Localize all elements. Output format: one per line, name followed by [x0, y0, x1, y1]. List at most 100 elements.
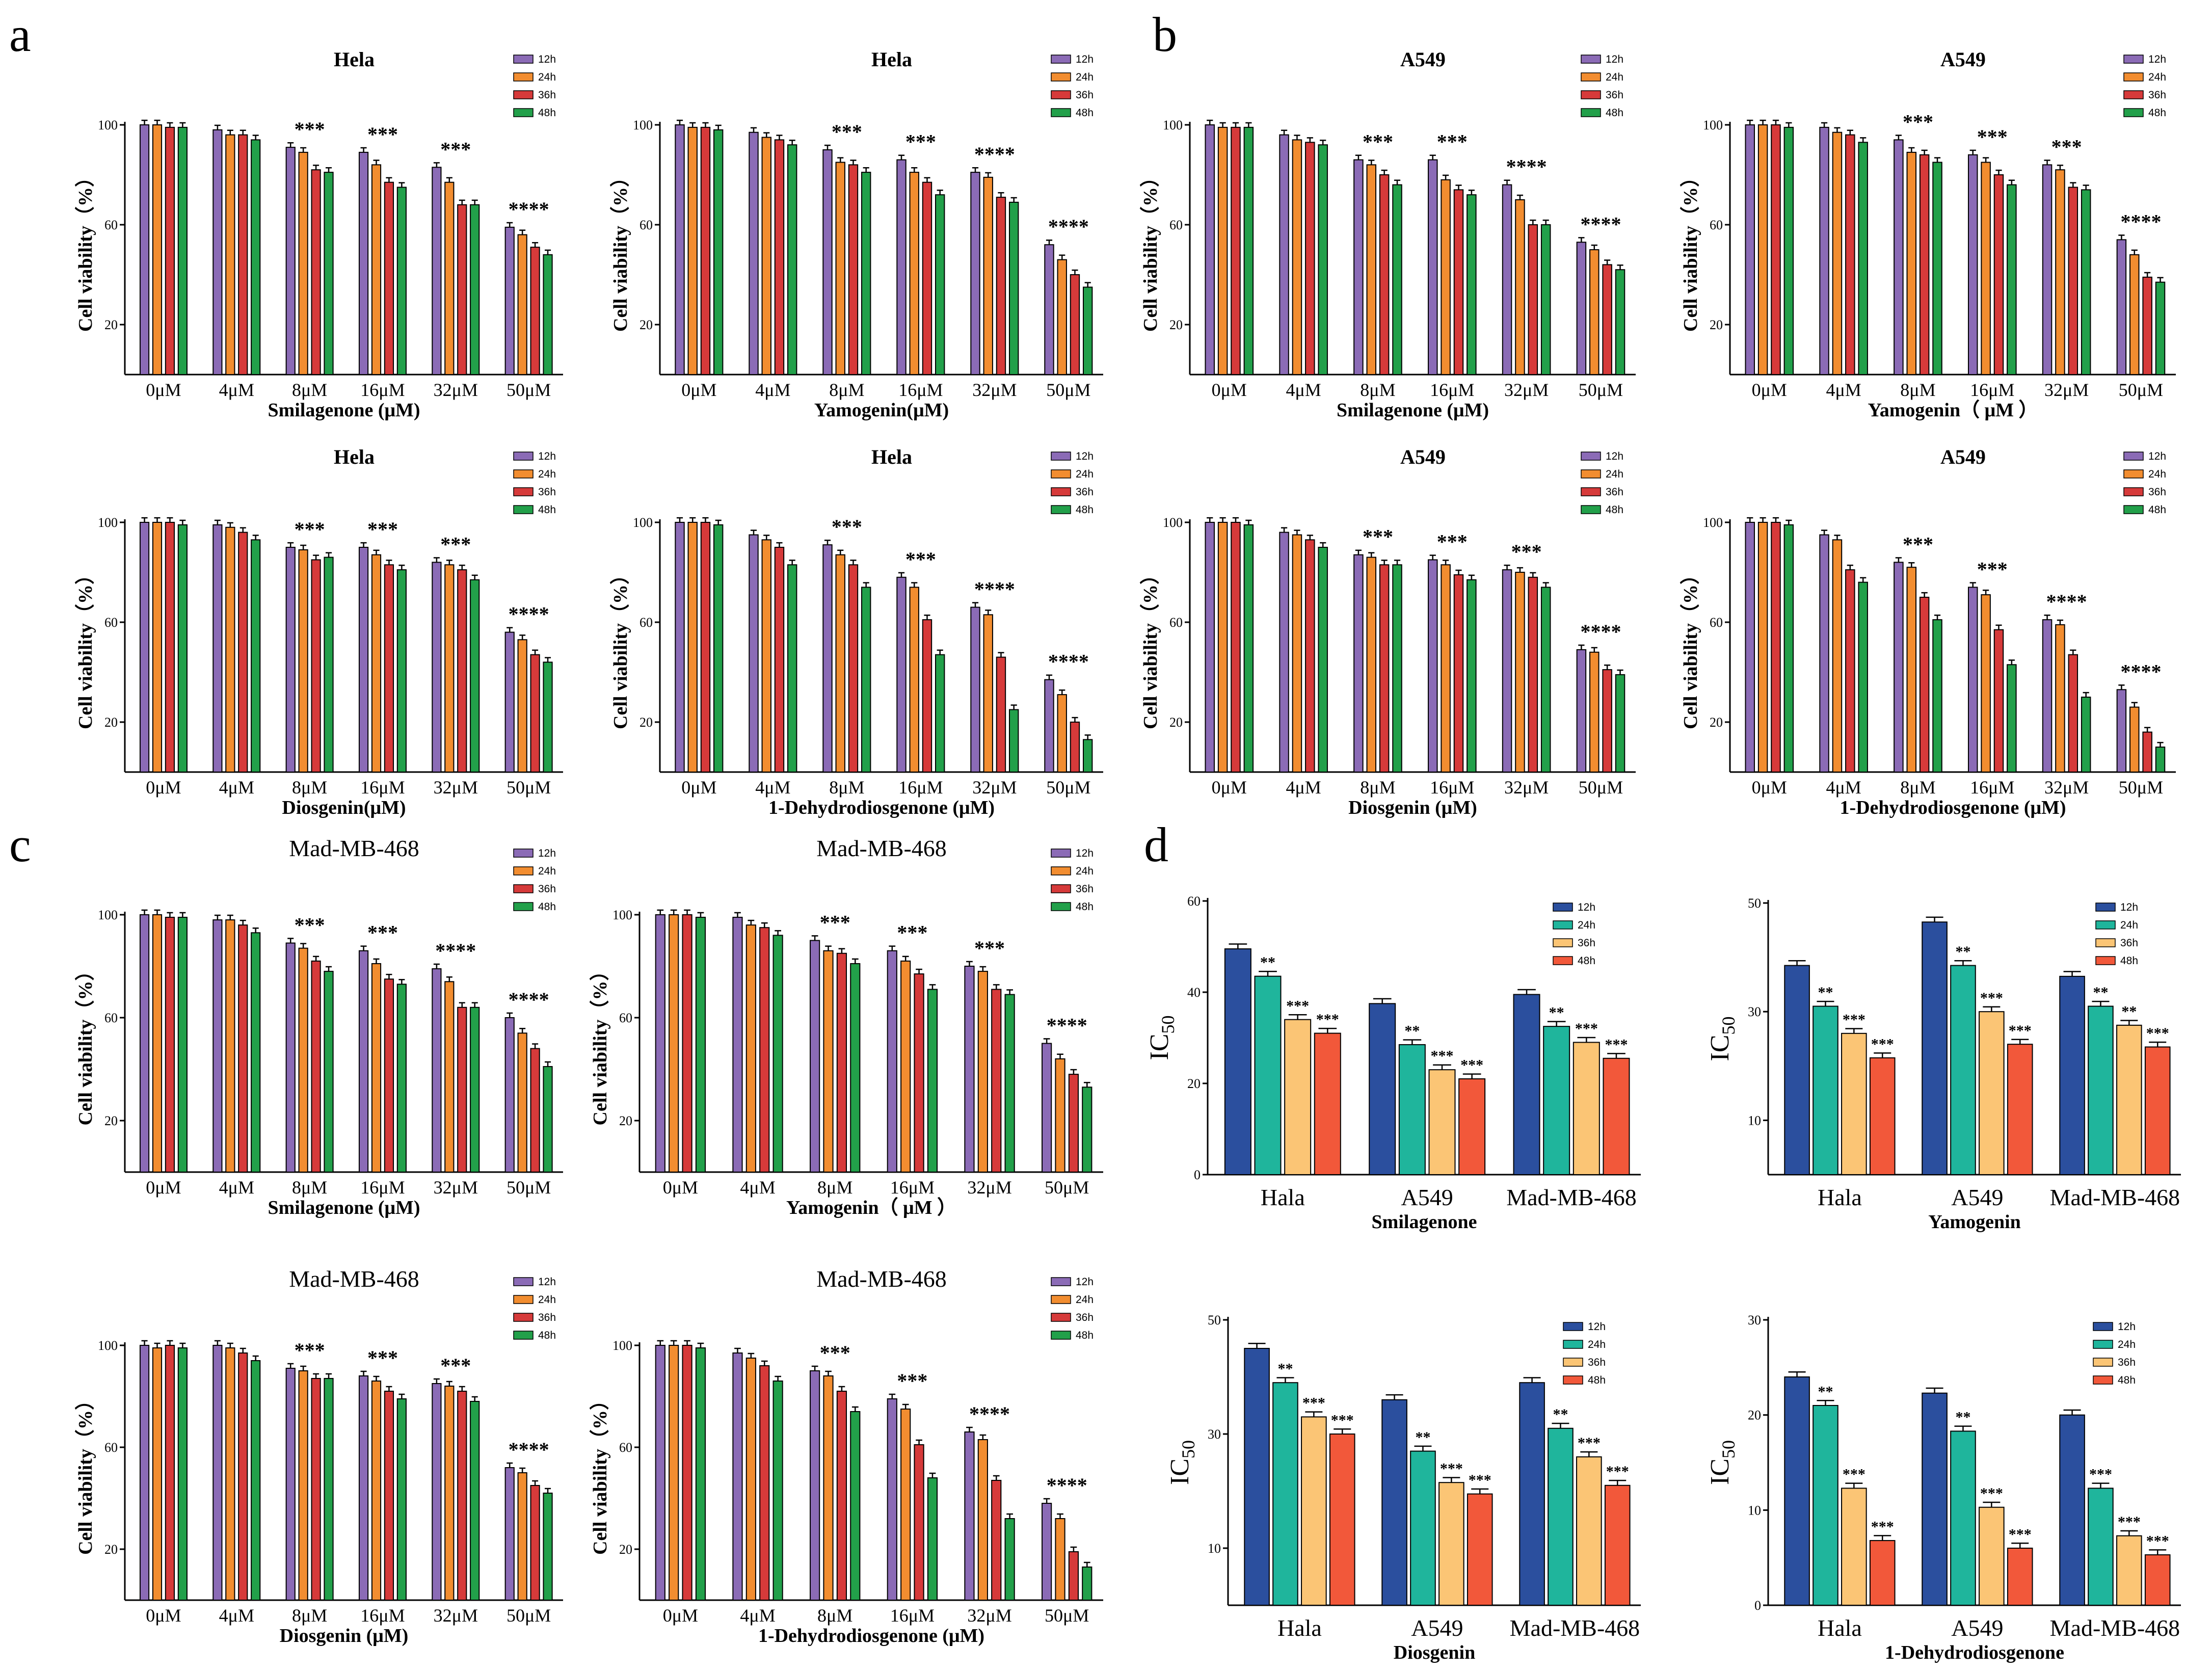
- legend-label: 36h: [2148, 89, 2166, 101]
- bar-c2-8μM-24h: [823, 950, 834, 1173]
- x-tick-label: 4μM: [1286, 777, 1321, 798]
- legend-swatch: [2093, 1340, 2113, 1349]
- significance-label: ***: [440, 138, 471, 161]
- legend-swatch: [2123, 487, 2144, 496]
- bar-a3-0μM-36h: [165, 522, 175, 773]
- x-tick-label: 0μM: [663, 1177, 698, 1198]
- y-tick-label: 20: [1710, 715, 1723, 730]
- significance-label: ****: [1580, 213, 1621, 235]
- significance-label: ***: [905, 130, 936, 153]
- chart-title: Hela: [871, 48, 912, 71]
- bar-d1-A549-12h: [1369, 1003, 1396, 1175]
- significance-label: ****: [509, 988, 549, 1011]
- panel-letter-a: a: [9, 7, 31, 62]
- x-tick-label: 50μM: [507, 380, 551, 400]
- legend-label: 48h: [1588, 1374, 1606, 1386]
- panel-letter-b: b: [1153, 7, 1177, 62]
- x-tick-label: 4μM: [219, 777, 254, 798]
- bar-b4-8μM-36h: [1919, 597, 1930, 773]
- x-tick-label: Mad-MB-468: [1510, 1615, 1640, 1641]
- bar-d4-A549-24h: [1950, 1430, 1976, 1606]
- bar-a1-4μM-48h: [251, 139, 261, 375]
- bar-a4-32μM-24h: [983, 614, 993, 773]
- bar-a2-0μM-36h: [700, 126, 711, 375]
- significance-label: ***: [1843, 1011, 1865, 1028]
- legend-swatch: [2123, 90, 2144, 99]
- bar-a3-8μM-48h: [324, 556, 334, 773]
- legend-swatch: [1051, 884, 1071, 893]
- x-tick-label: 4μM: [755, 380, 790, 400]
- bar-c4-4μM-48h: [772, 1381, 783, 1601]
- bar-c2-8μM-12h: [810, 940, 820, 1173]
- legend-swatch: [2095, 920, 2116, 930]
- chart-b1: 20 60 100 0μM 4μM *** 8μM *** 16μM **** 32μM **** 50…: [1140, 48, 1636, 421]
- bar-d4-Hala-12h: [1784, 1376, 1810, 1606]
- significance-label: ***: [1286, 997, 1309, 1014]
- bar-a1-8μM-24h: [298, 151, 308, 375]
- bar-d3-A549-36h: [1438, 1482, 1464, 1606]
- bar-b4-0μM-48h: [1783, 524, 1794, 773]
- x-tick-label: 50μM: [2119, 380, 2163, 400]
- legend-label: 24h: [1578, 919, 1595, 931]
- chart-d3: 103050********Hala********A549********Ma…: [1165, 1313, 1641, 1663]
- legend-label: 12h: [1076, 847, 1094, 859]
- bar-c1-8μM-12h: [285, 942, 296, 1173]
- significance-label: ***: [2089, 1466, 2112, 1483]
- bar-b3-0μM-24h: [1217, 522, 1228, 773]
- y-tick-label: 20: [619, 1113, 632, 1128]
- chart-title: Hela: [334, 445, 375, 468]
- bar-a2-4μM-24h: [761, 137, 771, 375]
- bar-b3-16μM-48h: [1467, 579, 1477, 773]
- legend-swatch: [1553, 938, 1573, 947]
- bar-b1-50μM-36h: [1602, 264, 1612, 376]
- bar-b2-0μM-12h: [1745, 124, 1755, 375]
- y-tick-label: 100: [612, 908, 632, 922]
- bar-c2-8μM-36h: [836, 952, 847, 1173]
- bar-c1-8μM-24h: [298, 947, 308, 1173]
- y-tick-label: 60: [104, 615, 118, 630]
- bar-a2-16μM-48h: [935, 194, 945, 375]
- bar-a1-32μM-48h: [470, 204, 480, 375]
- bar-a3-4μM-36h: [238, 532, 248, 773]
- bar-b1-32μM-36h: [1528, 224, 1538, 375]
- bar-b1-4μM-36h: [1305, 142, 1315, 375]
- significance-label: ***: [1843, 1466, 1865, 1483]
- significance-label: ****: [974, 143, 1015, 166]
- bar-b1-32μM-24h: [1515, 199, 1525, 375]
- bar-b2-16μM-36h: [1993, 174, 2004, 375]
- bar-b3-50μM-24h: [1589, 651, 1600, 773]
- bar-b1-8μM-36h: [1379, 174, 1390, 375]
- bar-c2-0μM-12h: [655, 914, 665, 1173]
- bar-c4-0μM-48h: [695, 1347, 706, 1601]
- x-tick-label: 8μM: [292, 1177, 327, 1198]
- bar-b1-32μM-12h: [1502, 184, 1512, 375]
- y-tick-label: 20: [1187, 1076, 1201, 1091]
- x-tick-label: 32μM: [967, 1177, 1011, 1198]
- bar-a2-16μM-36h: [922, 181, 932, 375]
- legend-swatch: [1581, 108, 1601, 117]
- bar-a1-32μM-12h: [432, 167, 442, 375]
- bar-b3-32μM-24h: [1515, 572, 1525, 773]
- legend-label: 36h: [1578, 937, 1595, 949]
- bar-a3-8μM-24h: [298, 549, 308, 773]
- bar-c4-0μM-24h: [669, 1345, 679, 1601]
- bar-b3-8μM-48h: [1392, 564, 1402, 773]
- bar-b1-16μM-36h: [1453, 189, 1464, 375]
- significance-label: ***: [1437, 130, 1468, 153]
- bar-a3-16μM-48h: [396, 569, 407, 773]
- y-tick-label: 100: [98, 1338, 118, 1353]
- bar-c3-32μM-36h: [457, 1391, 467, 1601]
- legend-label: 12h: [1076, 54, 1094, 65]
- chart-b3: 20 60 100 0μM 4μM *** 8μM *** 16μM *** 32μM **** 50μ…: [1140, 445, 1636, 818]
- legend-label: 24h: [538, 468, 556, 480]
- legend-label: 12h: [1606, 54, 1623, 65]
- x-axis-label: Yamogenin: [1928, 1211, 2021, 1233]
- x-tick-label: 0μM: [1752, 777, 1787, 798]
- bar-d3-A549-48h: [1467, 1493, 1493, 1606]
- bar-c1-4μM-48h: [251, 932, 261, 1173]
- legend-swatch: [1553, 920, 1573, 930]
- significance-label: ***: [367, 921, 398, 944]
- y-tick-label: 60: [104, 218, 118, 232]
- x-tick-label: 32μM: [2044, 380, 2089, 400]
- y-axis-label: Cell viability（%）: [75, 1391, 96, 1555]
